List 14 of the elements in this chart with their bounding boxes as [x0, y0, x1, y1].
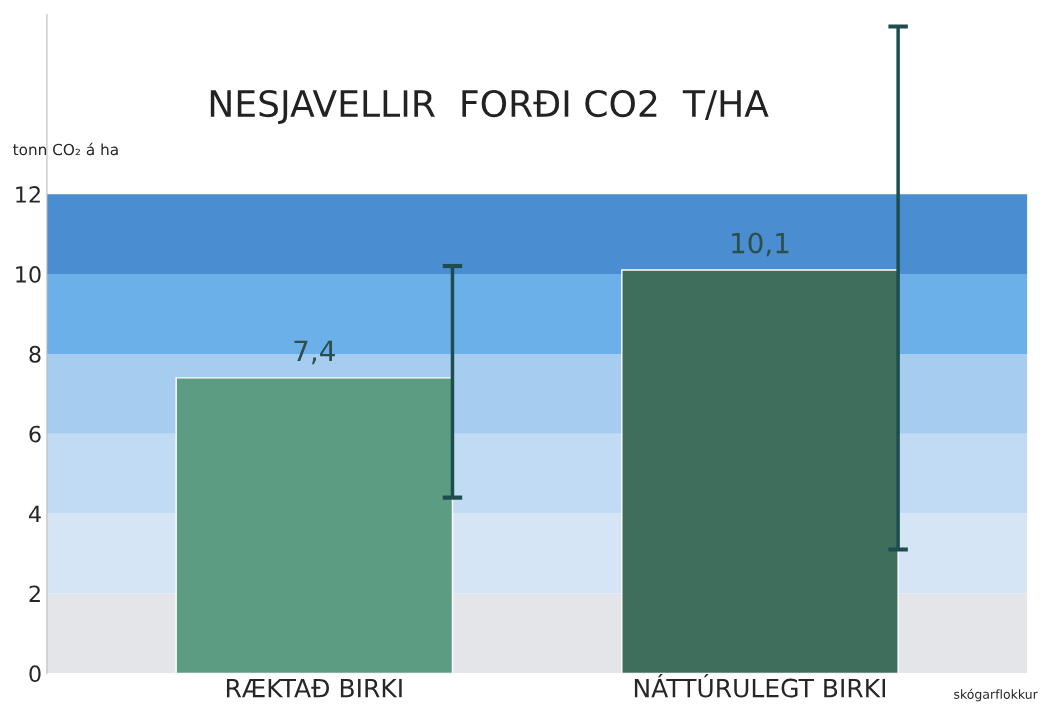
y-axis-title: tonn CO₂ á ha [13, 142, 118, 156]
data-label: 10,1 [732, 232, 789, 257]
y-tick-label: 10 [16, 265, 41, 283]
text: NESJAVELLIR FORÐI CO2 T/HA [210, 89, 769, 124]
x-tick-label: NÁTTÚRULEGT BIRKI [634, 674, 886, 698]
y-tick-label: 2 [29, 585, 40, 602]
y-tick-label: 6 [29, 425, 41, 443]
y-tick-label: 4 [29, 505, 41, 523]
y-tick-label: 8 [29, 345, 41, 363]
y-tick-label: 0 [29, 665, 41, 683]
data-label: 7,4 [294, 340, 335, 365]
y-tick-label: 12 [16, 186, 40, 203]
text: skógarflokkur [954, 688, 1038, 702]
x-tick-label: RÆKTAÐ BIRKI [226, 678, 402, 698]
